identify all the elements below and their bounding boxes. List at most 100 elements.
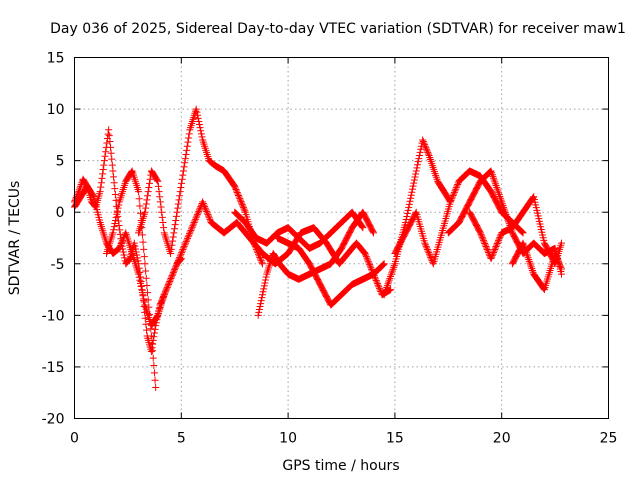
data-point (144, 188, 152, 196)
data-point (184, 233, 192, 241)
data-point (192, 105, 200, 113)
plot-frame (74, 57, 609, 419)
data-point (120, 251, 128, 259)
series-arc11 (444, 167, 566, 278)
data-point (156, 198, 164, 206)
data-point (554, 257, 562, 265)
data-point (177, 183, 185, 191)
data-point (89, 192, 97, 200)
data-point (528, 265, 536, 273)
data-point (136, 276, 144, 284)
data-point (100, 161, 108, 169)
data-point (144, 296, 152, 304)
data-point (258, 258, 266, 266)
data-point (140, 245, 148, 253)
data-point (102, 148, 110, 156)
data-point (97, 179, 105, 187)
data-point (387, 273, 395, 281)
data-point (402, 215, 410, 223)
data-point (491, 244, 499, 252)
data-point (257, 300, 265, 308)
data-point (410, 179, 418, 187)
data-point (135, 188, 143, 196)
data-point (173, 260, 181, 268)
data-point (363, 254, 371, 262)
data-point (153, 176, 161, 184)
data-point (372, 275, 380, 283)
data-point (500, 205, 508, 213)
data-point (525, 257, 533, 265)
data-point (411, 173, 419, 181)
data-point (164, 282, 172, 290)
data-point (179, 171, 187, 179)
data-point (558, 239, 566, 247)
data-point (153, 312, 161, 320)
data-point (96, 188, 104, 196)
data-point (156, 193, 164, 201)
data-point (527, 261, 535, 269)
data-point (364, 256, 372, 264)
data-point (184, 138, 192, 146)
data-point (260, 282, 268, 290)
data-point (193, 211, 201, 219)
x-tick-label: 20 (493, 431, 511, 447)
data-point (199, 199, 207, 207)
data-points (71, 105, 566, 392)
data-point (181, 155, 189, 163)
data-point (481, 239, 489, 247)
data-point (407, 194, 415, 202)
data-point (136, 202, 144, 210)
data-point (169, 237, 177, 245)
data-point (193, 212, 201, 220)
data-point (181, 241, 189, 249)
data-point (258, 294, 266, 302)
data-point (200, 201, 208, 209)
data-point (366, 262, 374, 270)
data-point (427, 253, 435, 261)
data-point (191, 217, 199, 225)
data-point (522, 246, 530, 254)
data-point (204, 211, 212, 219)
data-point (203, 207, 211, 215)
data-point (386, 274, 394, 282)
y-tick-label: -10 (42, 308, 65, 324)
data-point (192, 214, 200, 222)
data-point (112, 216, 120, 224)
data-point (495, 235, 503, 243)
data-point (185, 134, 193, 142)
data-point (419, 138, 427, 146)
data-point (175, 196, 183, 204)
data-point (203, 209, 211, 217)
data-point (505, 218, 513, 226)
data-point (407, 191, 415, 199)
data-point (376, 286, 384, 294)
y-tick-label: -20 (42, 412, 65, 428)
data-point (117, 241, 125, 249)
data-point (366, 261, 374, 269)
data-point (180, 163, 188, 171)
data-point (424, 150, 432, 158)
data-point (452, 185, 460, 193)
data-point (423, 244, 431, 252)
data-point (186, 228, 194, 236)
data-point (449, 192, 457, 200)
data-point (383, 283, 391, 291)
data-point (142, 267, 150, 275)
data-point (174, 258, 182, 266)
data-point (118, 238, 126, 246)
data-point (145, 310, 153, 318)
data-point (495, 236, 503, 244)
data-point (151, 325, 159, 333)
data-point (423, 246, 431, 254)
data-point (194, 111, 202, 119)
data-point (142, 274, 150, 282)
data-point (183, 236, 191, 244)
data-point (258, 291, 266, 299)
data-point (110, 179, 118, 187)
data-point (450, 188, 458, 196)
data-point (187, 225, 195, 233)
data-point (143, 326, 151, 334)
grid (74, 57, 609, 419)
data-point (239, 202, 247, 210)
